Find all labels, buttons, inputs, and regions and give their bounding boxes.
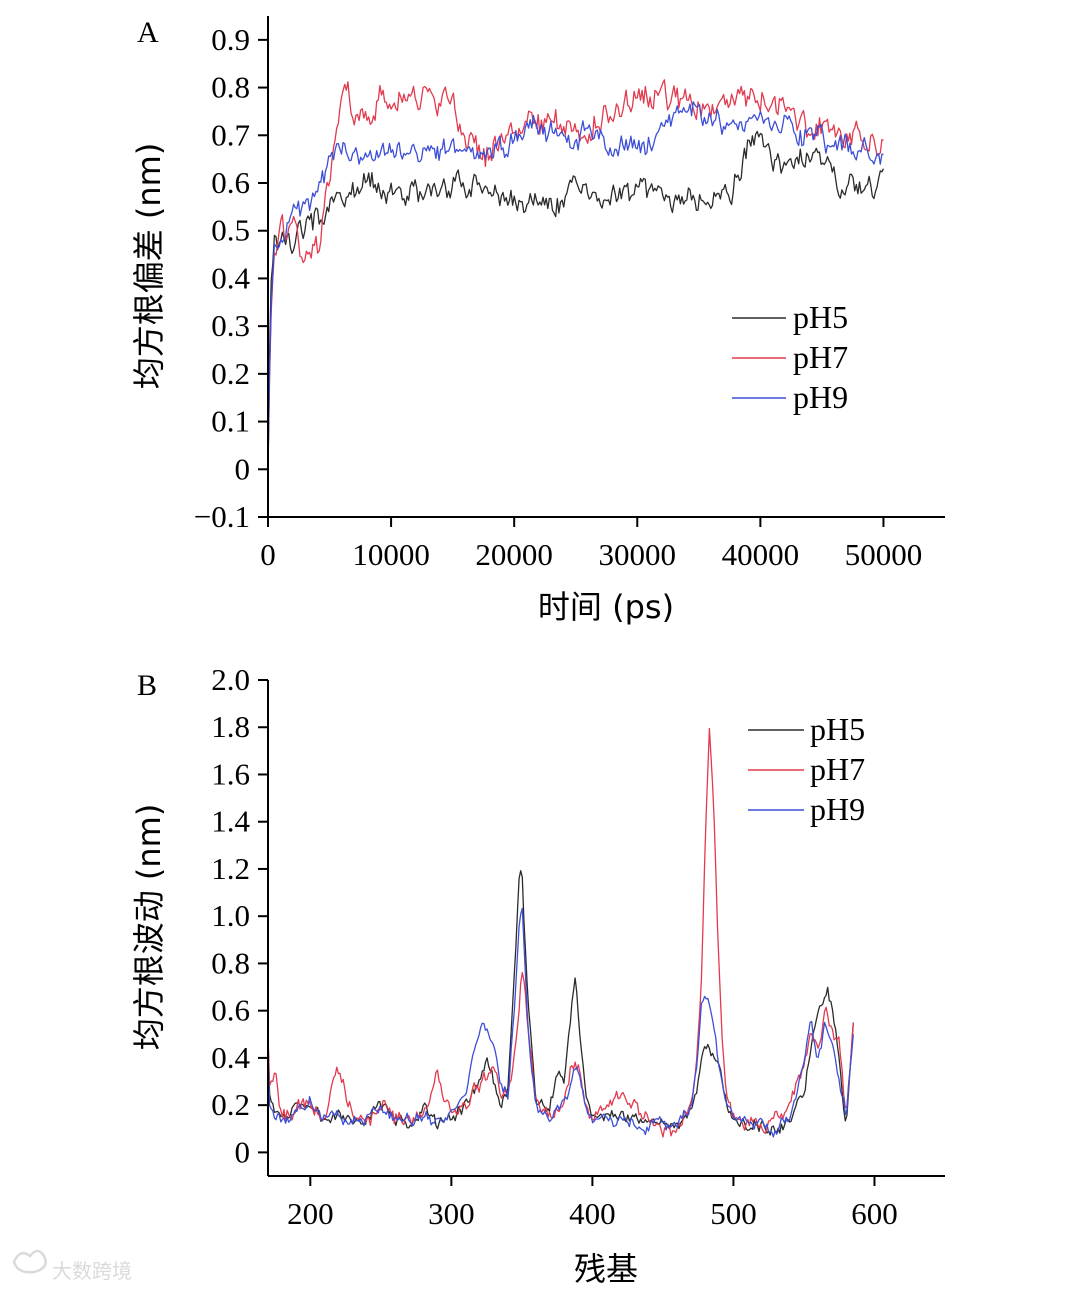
panel-b-y-tick-label: 0.4 [211,1040,250,1075]
watermark-logo-icon [12,1249,47,1274]
panel-b-series-ph5 [267,870,854,1136]
panel-b-legend-label-ph9: pH9 [810,791,865,827]
panel-a-y-tick-label: 0.9 [211,22,250,57]
panel-b-x-tick-label: 200 [287,1196,334,1231]
panel-a-series-ph9 [267,101,884,470]
panel-b-y-tick-label: 0.2 [211,1087,250,1122]
panel-a-y-tick-label: 0 [235,451,251,486]
panel-a-rmsd-chart: A −0.1 0 0.1 0.2 0.3 0.4 0.5 0.6 0.7 0.8 0.9 0 1000… [130,16,945,626]
panel-b-y-tick-label: 1.4 [211,804,250,839]
panel-b-y-tick-label: 0 [235,1134,251,1169]
panel-a-y-tick-label: 0.3 [211,308,250,343]
panel-a-x-axis-title: 时间 (ps) [538,588,674,626]
panel-a-y-tick-label: 0.7 [211,117,250,152]
panel-a-y-tick-label: 0.6 [211,165,250,200]
panel-a-x-tick-label: 30000 [599,537,677,572]
panel-b-x-axis-ticks: 200 300 400 500 600 [287,1176,898,1231]
panel-b-y-tick-label: 1.2 [211,851,250,886]
panel-a-legend-label-ph9: pH9 [793,379,848,415]
panel-a-x-tick-label: 0 [260,537,276,572]
panel-b-x-tick-label: 300 [428,1196,475,1231]
panel-b-y-axis-title: 均方根波动 (nm) [130,804,168,1051]
panel-b-y-tick-label: 1.0 [211,898,250,933]
panel-b-series-ph7 [267,727,854,1138]
panel-b-y-tick-label: 1.8 [211,709,250,744]
panel-b-y-tick-label: 2.0 [211,662,250,697]
panel-b-y-axis-ticks: 0 0.2 0.4 0.6 0.8 1.0 1.2 1.4 1.6 1.8 2.0 [211,662,268,1169]
panel-b-y-tick-label: 0.6 [211,993,250,1028]
panel-a-label: A [137,16,159,49]
panel-b-x-tick-label: 400 [569,1196,616,1231]
panel-b-legend-label-ph7: pH7 [810,751,865,787]
panel-a-x-tick-label: 20000 [475,537,553,572]
panel-a-series-lines [267,79,885,470]
panel-a-series-ph5 [267,130,885,470]
panel-a-y-tick-label: −0.1 [194,499,250,534]
panel-a-x-axis-ticks: 0 10000 20000 30000 40000 50000 [260,517,922,572]
panel-a-x-tick-label: 50000 [845,537,923,572]
panel-b-x-tick-label: 500 [710,1196,757,1231]
panel-a-legend: pH5 pH7 pH9 [732,299,848,415]
panel-a-x-tick-label: 40000 [722,537,800,572]
panel-b-legend: pH5 pH7 pH9 [748,711,865,827]
panel-b-series-ph9 [267,907,854,1138]
watermark-text: 大数跨境 [52,1259,132,1283]
panel-a-legend-label-ph5: pH5 [793,299,848,335]
panel-a-y-axis-ticks: −0.1 0 0.1 0.2 0.3 0.4 0.5 0.6 0.7 0.8 0.9 [194,22,268,534]
panel-a-x-tick-label: 10000 [352,537,430,572]
panel-a-y-tick-label: 0.2 [211,356,250,391]
panel-a-y-tick-label: 0.4 [211,260,250,295]
watermark: 大数跨境 [12,1249,132,1283]
panel-a-y-tick-label: 0.8 [211,70,250,105]
panel-b-rmsf-chart: B 0 0.2 0.4 0.6 0.8 1.0 1.2 1.4 1.6 1.8 2.0 200 300… [130,662,945,1288]
panel-b-series-lines [267,727,854,1138]
panel-b-legend-label-ph5: pH5 [810,711,865,747]
panel-b-label: B [137,669,157,702]
panel-a-y-tick-label: 0.5 [211,213,250,248]
panel-b-x-tick-label: 600 [851,1196,898,1231]
panel-a-y-axis-title: 均方根偏差 (nm) [130,143,168,390]
panel-b-y-tick-label: 0.8 [211,945,250,980]
panel-a-y-tick-label: 0.1 [211,404,250,439]
panel-a-legend-label-ph7: pH7 [793,339,848,375]
panel-b-x-axis-title: 残基 [574,1250,638,1288]
panel-b-y-tick-label: 1.6 [211,756,250,791]
panel-a-series-ph7 [267,79,884,470]
